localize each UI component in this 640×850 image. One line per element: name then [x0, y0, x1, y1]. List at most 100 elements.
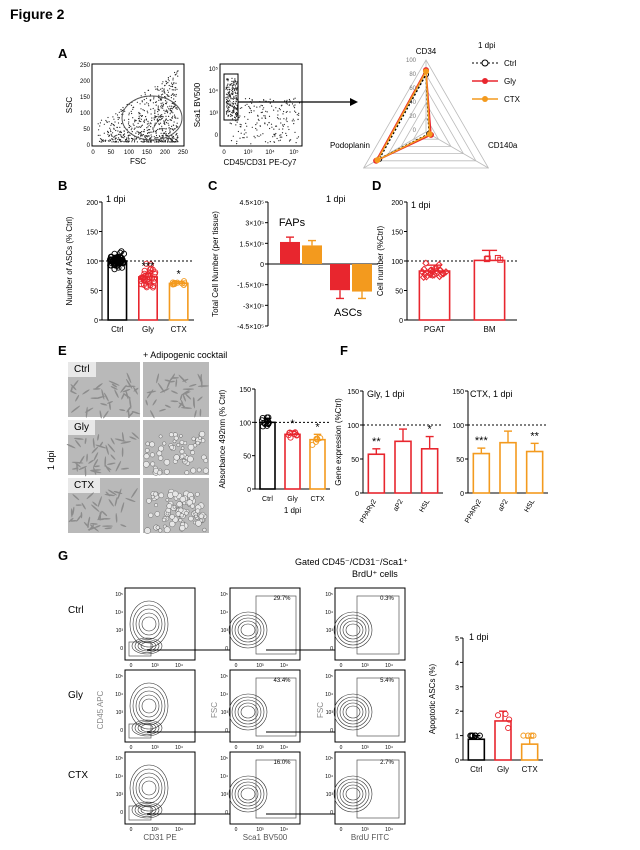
cell-shape [82, 389, 90, 395]
bar [525, 450, 544, 494]
flow-contour [137, 640, 157, 652]
flow-event [248, 105, 250, 108]
flow-event [236, 81, 238, 83]
data-point [420, 270, 429, 279]
flow-event [172, 141, 174, 143]
y-tick-label: 3 [455, 685, 459, 692]
flow-gate [255, 759, 297, 819]
flow-event [152, 128, 154, 130]
flow-event [99, 138, 102, 140]
flow-event [230, 93, 232, 95]
flow-ytick: 10⁴ [115, 692, 123, 698]
flow-event [285, 111, 287, 113]
flow-event [250, 143, 252, 145]
radar-point [426, 131, 433, 138]
flow-event [137, 117, 140, 120]
flow-event [228, 91, 230, 94]
lipid-droplet [196, 467, 202, 473]
flow-event [231, 87, 233, 89]
cell-shape [179, 394, 183, 401]
flow-event [173, 82, 175, 84]
flow-event [155, 122, 157, 124]
y-tick-label: -1.5×10⁵ [237, 283, 264, 290]
flow-event [161, 90, 163, 92]
data-point [430, 271, 438, 279]
lipid-droplet [144, 448, 150, 453]
lipid-droplet [173, 435, 179, 441]
flow-contour [231, 778, 265, 810]
flow-event [117, 122, 120, 124]
flow-plot-frame [229, 751, 301, 825]
flow-event [158, 141, 160, 143]
flow-event [97, 123, 99, 125]
flow-event [169, 137, 171, 139]
flow-event [146, 136, 148, 138]
flow-event [154, 115, 156, 117]
flow-event [158, 89, 160, 91]
panel-g-flow-grid: 10⁵ 10⁴ 10³ 0 0 10³ 10⁴ 29.7% 10⁵ 10⁴ 10³ 0 0 10³ 10⁴ 0… [96, 587, 406, 842]
flow-contour [131, 719, 163, 737]
flow-event [159, 97, 161, 99]
flow-event [132, 117, 134, 119]
cell-shape [95, 444, 107, 449]
micro-label-ctx: CTX [68, 478, 100, 493]
flow-event [100, 119, 103, 121]
data-point [150, 282, 157, 289]
flow-event [233, 97, 235, 99]
flow-event [133, 138, 135, 140]
a2-ytick: 10⁴ [209, 88, 219, 95]
flow-event [119, 131, 121, 133]
cell-shape [91, 504, 100, 512]
flow-event [164, 85, 166, 87]
flow-event [124, 110, 126, 112]
flow-event [233, 110, 235, 112]
g-row-ctrl: Ctrl [68, 605, 84, 616]
flow-event [133, 128, 135, 130]
lipid-droplet [149, 441, 155, 448]
flow-event [129, 134, 131, 136]
g-xlabel-brdu: BrdU FITC [351, 833, 389, 842]
lipid-droplet [173, 454, 180, 461]
y-tick-label: 200 [391, 200, 403, 207]
data-point [309, 441, 316, 448]
flow-event [140, 118, 142, 120]
flow-event [117, 133, 119, 135]
flow-event [162, 135, 164, 137]
flow-ytick: 10⁴ [220, 610, 228, 616]
flow-event [228, 109, 230, 111]
y-tick-label: 0 [460, 491, 464, 498]
lipid-droplet [195, 519, 202, 527]
flow-event [176, 108, 178, 110]
flow-event [157, 111, 159, 113]
flow-contour [240, 705, 256, 719]
flow-event [166, 141, 169, 143]
flow-event [158, 97, 160, 99]
flow-xtick: 10³ [151, 827, 159, 833]
flow-event [116, 134, 118, 136]
flow-event [151, 117, 153, 119]
radar-ring-label: 20 [409, 114, 416, 120]
cell-shape [72, 379, 79, 388]
flow-event [128, 112, 130, 114]
flow-event [275, 107, 277, 109]
flow-contour [228, 693, 268, 731]
flow-event [231, 88, 234, 90]
flow-event [275, 125, 277, 127]
flow-event [251, 99, 253, 101]
flow-event [228, 95, 230, 97]
flow-event [143, 120, 145, 122]
flow-event [173, 95, 175, 97]
flow-event [124, 135, 126, 137]
cell-shape [104, 392, 109, 402]
flow-event [244, 104, 246, 106]
cell-shape [70, 384, 77, 391]
flow-event [130, 125, 132, 127]
flow-event [174, 71, 176, 74]
flow-event [162, 93, 164, 95]
flow-event [167, 119, 169, 122]
cell-shape [152, 399, 157, 406]
y-tick-label: 50 [395, 289, 403, 296]
flow-event [235, 83, 237, 85]
flow-event [154, 122, 156, 124]
flow-contour [132, 686, 166, 726]
